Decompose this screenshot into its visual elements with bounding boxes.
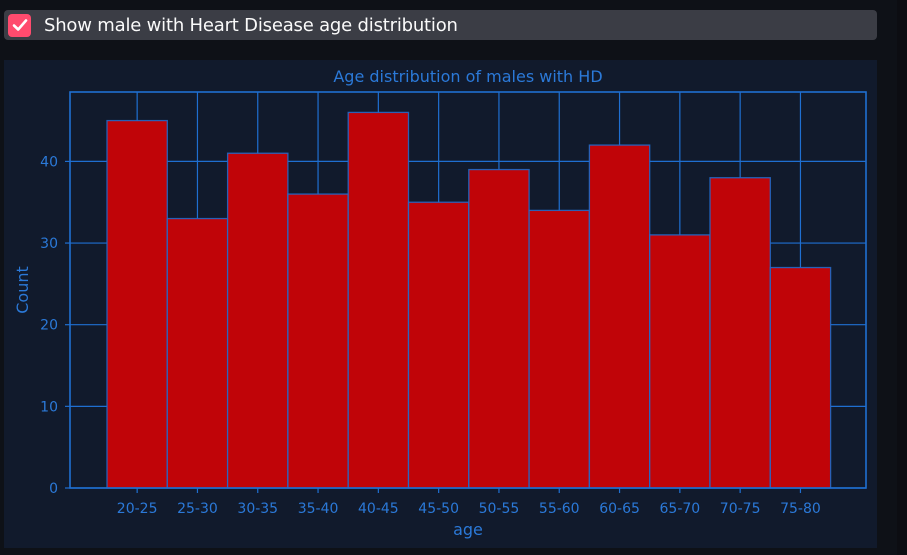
bar-70-75 — [709, 177, 771, 489]
y-axis-ticks: 0 10 20 30 40 — [40, 154, 70, 497]
x-tick-label: 70-75 — [720, 501, 761, 517]
x-tick-label: 55-60 — [539, 501, 580, 517]
x-axis-label: age — [453, 520, 483, 539]
bar-50-55 — [468, 168, 530, 489]
checkbox-label: Show male with Heart Disease age distrib… — [44, 14, 458, 36]
y-tick-label: 0 — [49, 481, 58, 497]
bar-55-60 — [528, 209, 591, 489]
plot-frame — [69, 91, 867, 489]
chart-title: Age distribution of males with HD — [333, 67, 602, 86]
x-tick-label: 40-45 — [358, 501, 399, 517]
y-tick-label: 40 — [40, 154, 58, 170]
bar-60-65 — [588, 144, 651, 489]
bar-65-70 — [649, 234, 711, 489]
x-tick-label: 30-35 — [237, 501, 278, 517]
chart-panel: 0 10 20 30 40 20-25 25-30 30-35 35-40 40-45 45-50… — [4, 60, 877, 548]
x-tick-label: 50-55 — [479, 501, 520, 517]
bar-35-40 — [287, 193, 349, 489]
x-tick-label: 35-40 — [298, 501, 339, 517]
checkbox-box[interactable] — [8, 13, 31, 37]
bar-25-30 — [166, 217, 229, 489]
y-axis-label: Count — [13, 266, 32, 314]
x-tick-label: 65-70 — [660, 501, 701, 517]
x-tick-label: 20-25 — [117, 501, 158, 517]
x-tick-label: 60-65 — [599, 501, 640, 517]
bars — [106, 111, 832, 489]
bar-40-45 — [347, 111, 410, 489]
y-tick-label: 10 — [40, 399, 58, 415]
show-male-hd-checkbox[interactable]: Show male with Heart Disease age distrib… — [4, 10, 877, 40]
bar-45-50 — [407, 201, 470, 489]
x-tick-label: 75-80 — [780, 501, 821, 517]
checkmark-icon — [12, 19, 27, 31]
x-tick-label: 45-50 — [418, 501, 459, 517]
bar-30-35 — [226, 152, 289, 489]
y-tick-label: 20 — [40, 318, 58, 334]
x-axis-ticks: 20-25 25-30 30-35 35-40 40-45 45-50 50-55 55-60… — [117, 488, 821, 517]
bar-20-25 — [106, 119, 168, 489]
histogram-chart: 0 10 20 30 40 20-25 25-30 30-35 35-40 40-45 45-50… — [13, 67, 867, 539]
y-tick-label: 30 — [40, 236, 58, 252]
right-edge-strip — [897, 0, 907, 555]
x-tick-label: 25-30 — [177, 501, 218, 517]
bar-75-80 — [769, 266, 832, 489]
